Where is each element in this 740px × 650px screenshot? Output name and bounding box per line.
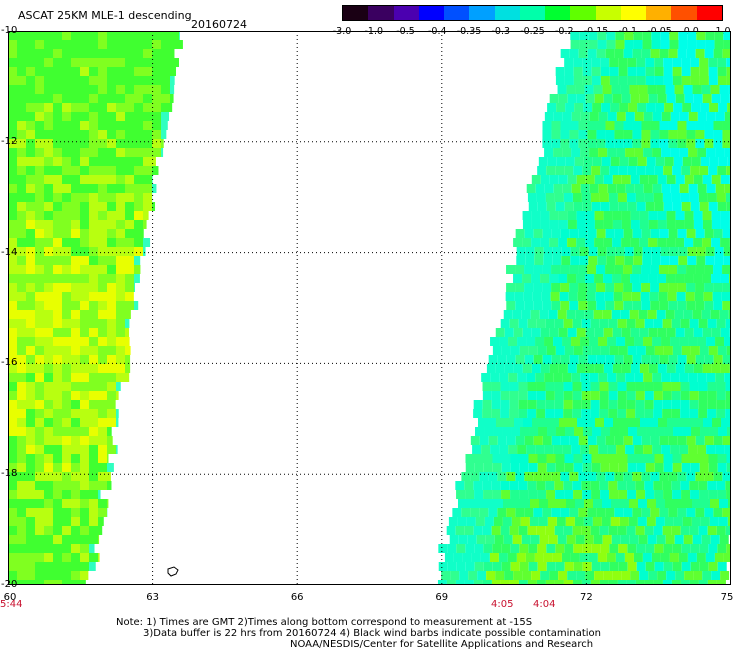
colorbar-segment xyxy=(570,6,596,20)
product-title: ASCAT 25KM MLE-1 descending xyxy=(18,9,192,22)
map-frame xyxy=(8,31,731,585)
latitude-tick-label: -12 xyxy=(1,135,18,147)
longitude-tick-label: 66 xyxy=(290,592,304,603)
colorbar-segment xyxy=(444,6,470,20)
colorbar-segment xyxy=(595,6,621,20)
right-swath-data xyxy=(437,31,731,585)
colorbar-segment xyxy=(545,6,571,20)
left-swath-data xyxy=(8,31,183,585)
colorbar-segment xyxy=(671,6,697,20)
longitude-tick-label: 63 xyxy=(146,592,159,603)
colorbar-segment xyxy=(696,6,722,20)
swath-map xyxy=(8,31,731,585)
longitude-tick-label: 75 xyxy=(720,592,734,603)
longitude-tick-label: 69 xyxy=(435,592,449,603)
time-label-mid1: 4:05 xyxy=(491,599,514,610)
latitude-tick-label: -10 xyxy=(1,25,18,36)
time-label-left: 5:44 xyxy=(0,599,23,610)
latitude-tick-label: -20 xyxy=(1,579,18,590)
longitude-tick-label: 72 xyxy=(580,592,593,603)
colorbar-segment xyxy=(368,6,394,20)
latitude-tick-label: -18 xyxy=(1,468,18,480)
note-line-2: 3)Data buffer is 22 hrs from 20160724 4)… xyxy=(143,628,601,639)
map-gridlines xyxy=(8,31,731,585)
colorbar-segment xyxy=(343,6,369,20)
colorbar-segment xyxy=(620,6,647,20)
colorbar-segment xyxy=(519,6,546,20)
colorbar-segment xyxy=(469,6,495,20)
colorbar-segment xyxy=(418,6,445,20)
longitude-tick-label: 60 xyxy=(3,592,17,603)
latitude-tick-label: -14 xyxy=(1,246,18,258)
note-line-1: Note: 1) Times are GMT 2)Times along bot… xyxy=(116,617,533,628)
colorbar-segment xyxy=(494,6,520,20)
latitude-tick-label: -16 xyxy=(1,357,18,369)
time-label-mid2: 4:04 xyxy=(533,599,556,610)
color-scale-bar xyxy=(342,5,723,21)
note-line-3: NOAA/NESDIS/Center for Satellite Applica… xyxy=(290,639,594,650)
colorbar-segment xyxy=(393,6,419,20)
colorbar-segment xyxy=(646,6,672,20)
product-date: 20160724 xyxy=(191,18,247,31)
island-outline xyxy=(167,566,179,577)
